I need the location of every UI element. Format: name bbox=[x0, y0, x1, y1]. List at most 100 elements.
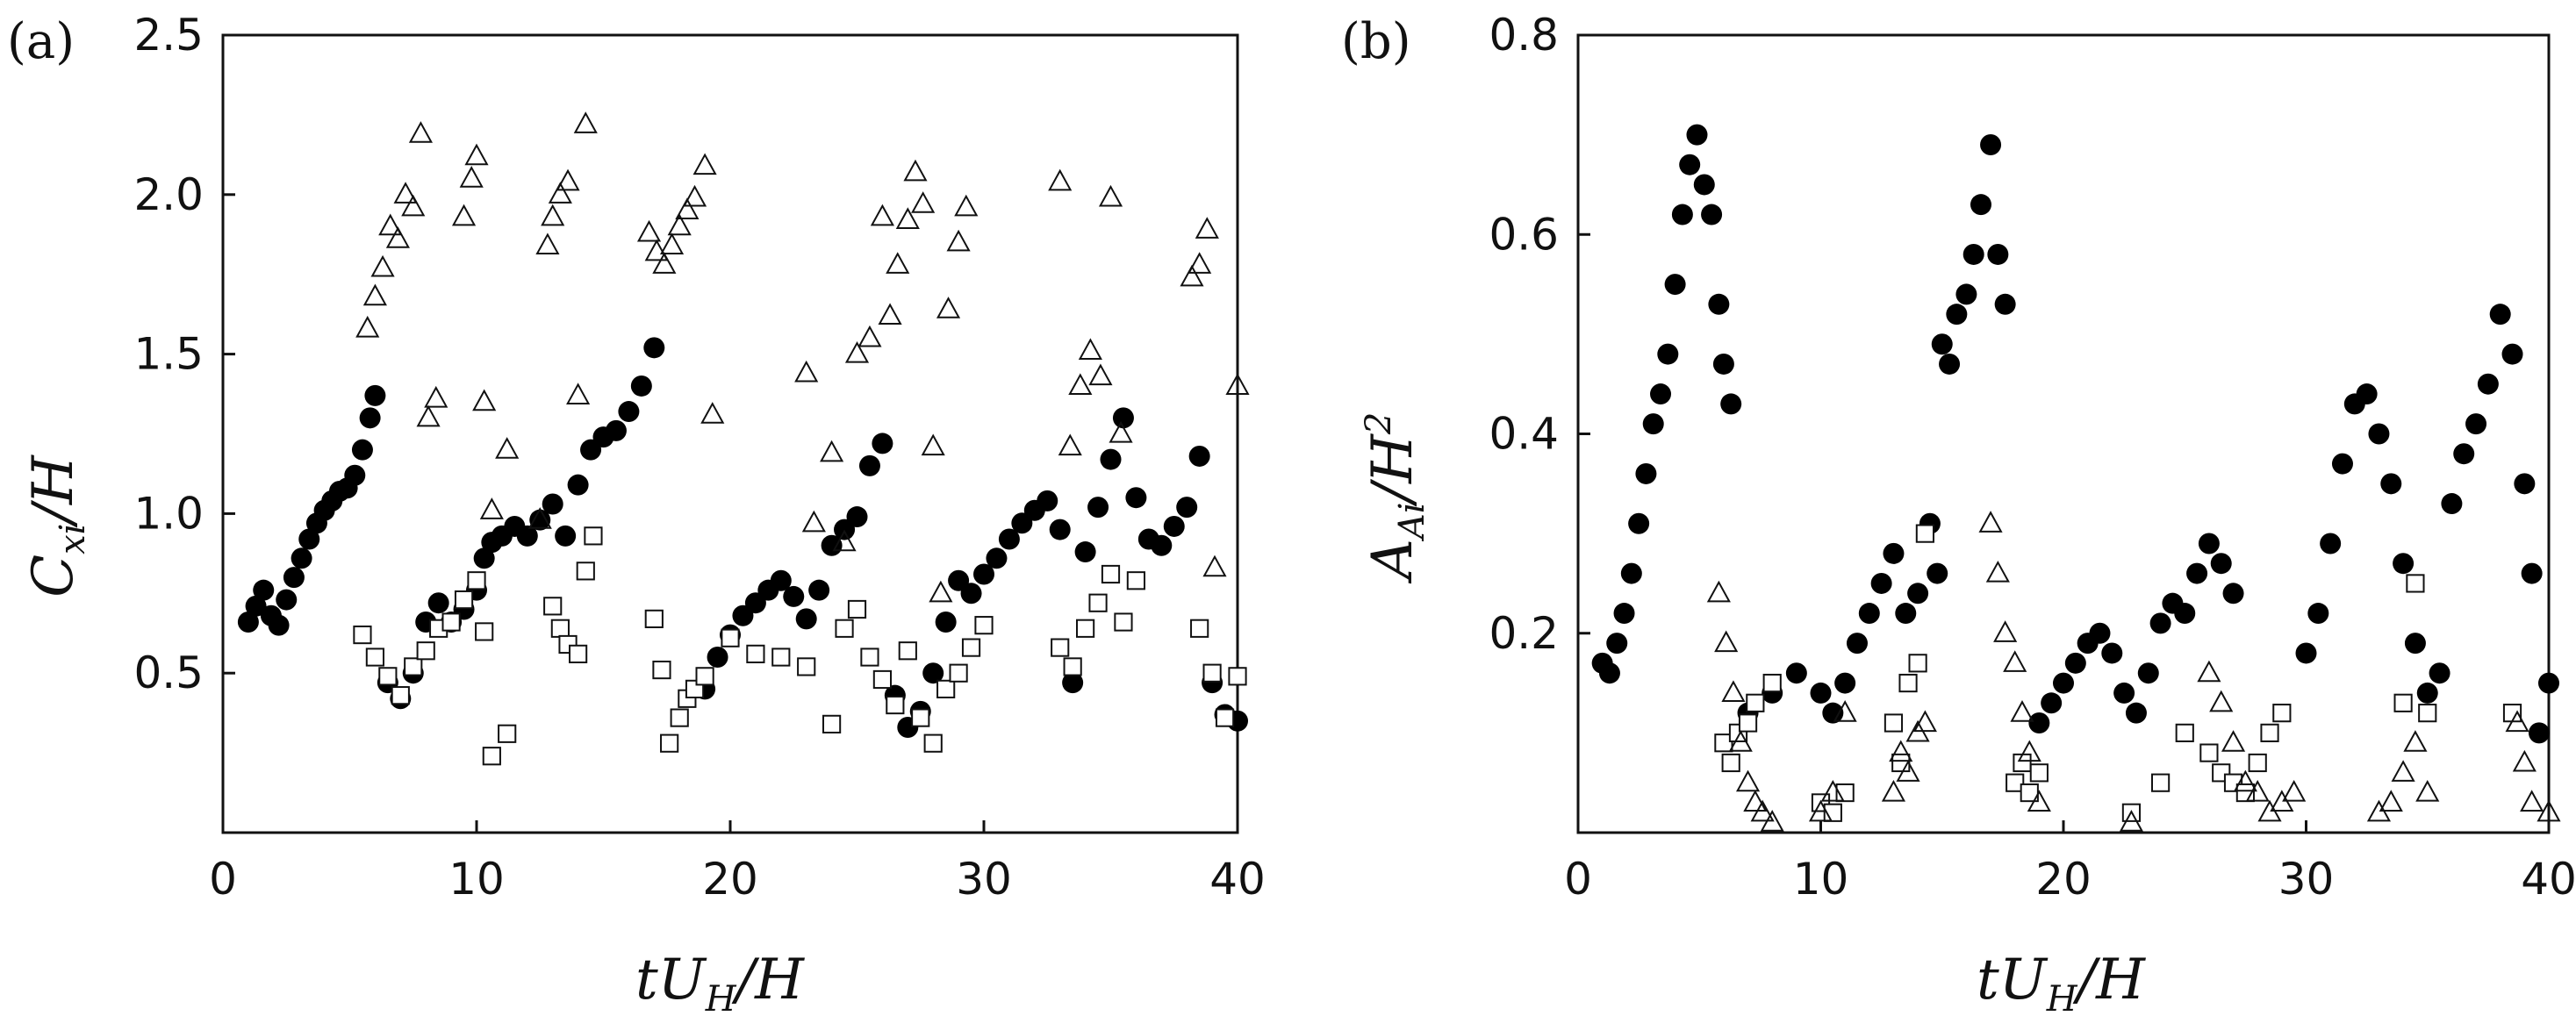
panel-a-filled-circle-point bbox=[770, 569, 792, 591]
panel-b-filled-circle-point bbox=[1834, 672, 1856, 694]
panel-a-open-triangle-point bbox=[385, 226, 410, 248]
panel-a-open-triangle-point bbox=[424, 385, 448, 408]
panel-a-open-triangle-point bbox=[700, 402, 725, 424]
panel-b-open-square-point bbox=[1915, 524, 1934, 543]
panel-a-open-triangle-point bbox=[929, 580, 953, 603]
panel-b-open-square-point bbox=[1884, 713, 1904, 733]
panel-b-filled-circle-point bbox=[2538, 672, 2559, 694]
panel-b-x-tick-label: 30 bbox=[2278, 854, 2335, 905]
panel-b-filled-circle-point bbox=[2174, 603, 2196, 625]
panel-b-filled-circle-point bbox=[2053, 672, 2074, 694]
panel-a-open-triangle-point bbox=[541, 204, 565, 226]
panel-b-filled-circle-point bbox=[2429, 662, 2450, 684]
panel-b-filled-circle-point bbox=[1870, 572, 1892, 594]
panel-a-filled-circle-point bbox=[618, 401, 640, 423]
panel-a-filled-circle-point bbox=[542, 493, 563, 515]
panel-a-open-square-point bbox=[936, 679, 956, 698]
panel-a-open-triangle-point bbox=[355, 315, 380, 338]
panel-a-filled-circle-point bbox=[237, 612, 259, 633]
panel-b-filled-circle-point bbox=[2368, 423, 2390, 445]
panel-a-open-square-point bbox=[1051, 638, 1070, 657]
panel-a-x-axis-label: tUH/H bbox=[635, 948, 805, 1019]
panel-a-filled-circle-point bbox=[1011, 512, 1033, 534]
panel-a-x-tick-label: 20 bbox=[702, 854, 758, 905]
panel-a-open-square-point bbox=[695, 667, 714, 686]
panel-a-open-square-point bbox=[644, 609, 664, 628]
panel-b-filled-circle-point bbox=[1657, 343, 1679, 365]
panel-b-filled-circle-point bbox=[2113, 682, 2135, 704]
panel-b-open-triangle-point bbox=[1820, 779, 1845, 802]
panel-b-open-triangle-point bbox=[1896, 760, 1920, 782]
panel-a-filled-circle-point bbox=[948, 569, 970, 591]
panel-a-open-square-point bbox=[1126, 571, 1146, 590]
panel-a-open-triangle-point bbox=[1195, 217, 1219, 239]
panel-b-open-triangle-point bbox=[2245, 779, 2270, 802]
panel-b-open-triangle-point bbox=[1721, 680, 1746, 702]
panel-a-open-triangle-point bbox=[636, 219, 662, 242]
panel-a-x-tick-label: 10 bbox=[448, 854, 505, 905]
panel-b-open-triangle-point bbox=[1985, 560, 2010, 583]
panel-b-filled-circle-point bbox=[2101, 642, 2123, 664]
panel-b-filled-circle-point bbox=[1679, 154, 1701, 175]
panel-b-open-triangle-point bbox=[2403, 730, 2428, 752]
panel-b-label: (b) bbox=[1341, 13, 1411, 70]
panel-a-open-triangle-point bbox=[911, 191, 936, 213]
panel-b-open-square-point bbox=[2393, 693, 2413, 712]
panel-a-x-tick-label: 0 bbox=[209, 854, 237, 905]
panel-a-open-square-point bbox=[584, 526, 603, 546]
panel-b-open-square-point bbox=[1738, 713, 1758, 733]
panel-a-open-square-point bbox=[974, 616, 994, 635]
panel-a-open-square-point bbox=[482, 747, 501, 766]
panel-b-filled-circle-point bbox=[2137, 662, 2159, 684]
panel-a-filled-circle-point bbox=[298, 528, 320, 550]
panel-b-open-square-point bbox=[2151, 773, 2171, 792]
panel-b-filled-circle-point bbox=[1810, 682, 1832, 704]
panel-a-open-square-point bbox=[391, 686, 410, 705]
panel-b-open-triangle-point bbox=[2027, 790, 2051, 812]
panel-a-filled-circle-point bbox=[283, 567, 305, 589]
panel-a-open-triangle-point bbox=[393, 182, 418, 204]
panel-b-open-square-point bbox=[1721, 753, 1740, 773]
panel-a-marks bbox=[237, 111, 1250, 766]
panel-b-filled-circle-point bbox=[2356, 383, 2378, 405]
panel-a-filled-circle-point bbox=[1163, 515, 1185, 537]
panel-a-open-square-point bbox=[569, 644, 588, 663]
panel-a-open-square-point bbox=[576, 562, 595, 581]
panel-a-open-triangle-point bbox=[652, 252, 677, 274]
panel-a-open-square-point bbox=[886, 695, 905, 715]
panel-b-open-triangle-point bbox=[1833, 700, 1857, 722]
panel-a-x-tick-label: 40 bbox=[1209, 854, 1266, 905]
panel-b-filled-circle-point bbox=[1635, 462, 1657, 484]
panel-a-open-triangle-point bbox=[903, 159, 928, 182]
panel-b-open-triangle-point bbox=[2119, 810, 2143, 832]
panel-a-open-triangle-point bbox=[870, 204, 894, 226]
panel-b-filled-circle-point bbox=[2380, 473, 2402, 495]
panel-b-filled-circle-point bbox=[2393, 553, 2415, 575]
panel-a-filled-circle-point bbox=[783, 585, 805, 607]
panel-a-filled-circle-point bbox=[364, 384, 386, 406]
panel-a-filled-circle-point bbox=[580, 439, 602, 461]
panel-a-filled-circle-point bbox=[529, 509, 551, 531]
panel-a-open-square-point bbox=[1076, 619, 1095, 638]
panel-a-open-triangle-point bbox=[946, 229, 971, 252]
panel-b-x-tick-label: 10 bbox=[1793, 854, 1849, 905]
panel-a-open-triangle-point bbox=[1098, 184, 1123, 207]
panel-b-open-triangle-point bbox=[2391, 760, 2415, 782]
panel-b-open-triangle-point bbox=[1889, 740, 1913, 762]
panel-b-y-tick-label: 0.4 bbox=[1489, 409, 1559, 460]
panel-a-filled-circle-point bbox=[872, 433, 893, 454]
panel-b-open-triangle-point bbox=[1735, 769, 1761, 792]
panel-a-open-square-point bbox=[911, 708, 930, 727]
panel-b-filled-circle-point bbox=[1931, 333, 1953, 355]
panel-a-open-triangle-point bbox=[1048, 168, 1073, 191]
panel-a-y-tick-label: 0.5 bbox=[133, 647, 204, 698]
panel-b-open-triangle-point bbox=[2537, 799, 2561, 822]
panel-b-filled-circle-point bbox=[1628, 512, 1650, 534]
panel-a-open-triangle-point bbox=[459, 166, 484, 188]
panel-a-filled-circle-point bbox=[427, 592, 449, 614]
panel-a-open-triangle-point bbox=[1088, 363, 1113, 386]
panel-b-filled-circle-point bbox=[1712, 353, 1734, 375]
panel-b-filled-circle-point bbox=[1980, 133, 2002, 155]
panel-b-open-triangle-point bbox=[2379, 790, 2403, 812]
